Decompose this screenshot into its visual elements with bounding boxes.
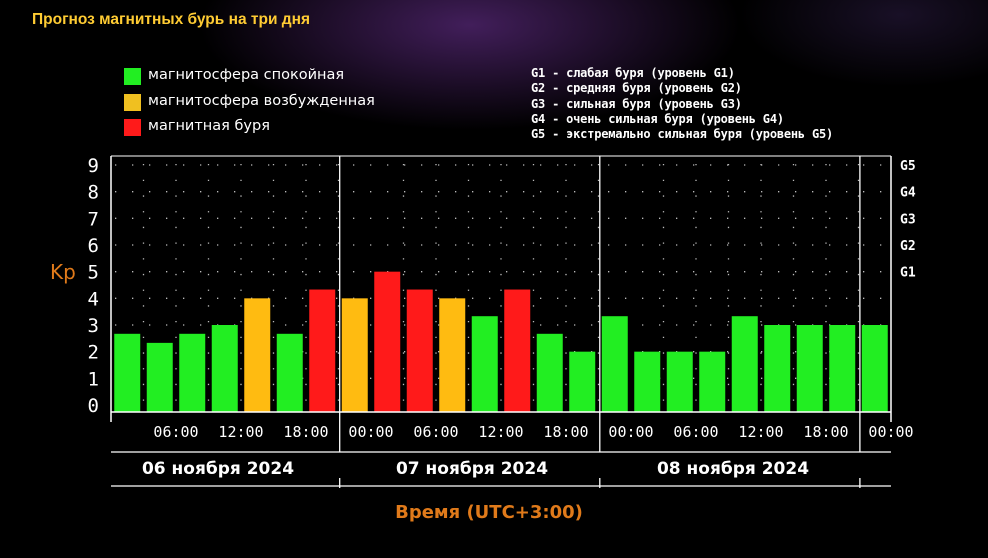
bar (244, 298, 271, 412)
bar (114, 333, 141, 412)
y-tick-label: 4 (88, 288, 99, 310)
y-tick-label: 0 (88, 395, 99, 417)
bar (179, 333, 206, 412)
g-level-legend: G1 - слабая буря (уровень G1) G2 - средн… (531, 66, 833, 142)
bar (601, 316, 628, 412)
day-label: 07 ноября 2024 (396, 459, 548, 479)
page-title: Прогноз магнитных бурь на три дня (32, 11, 311, 28)
y-tick-label: 5 (88, 262, 99, 284)
x-tick-label: 00:00 (608, 423, 653, 441)
legend-swatch-active (124, 94, 141, 111)
chart-bars (114, 271, 888, 412)
x-tick-label: 06:00 (673, 423, 718, 441)
g-level-item-g3: G3 - сильная буря (уровень G3) (531, 96, 742, 111)
chart-labels: 0 1 2 3 4 5 6 7 8 9 G1 G2 G3 G4 G5 06:00 12:00 18:00 00:00… (88, 155, 916, 479)
bar (374, 271, 401, 412)
y-tick-label: 8 (88, 182, 99, 204)
x-tick-label: 12:00 (478, 423, 523, 441)
g-tick-label: G4 (900, 186, 916, 201)
legend-swatch-quiet (124, 68, 141, 85)
g-level-item-g2: G2 - средняя буря (уровень G2) (531, 81, 742, 96)
bar (699, 351, 726, 412)
bar (569, 351, 596, 412)
y-tick-label: 2 (88, 342, 99, 364)
y-axis-label: Kp (50, 260, 76, 284)
day-label: 06 ноября 2024 (142, 459, 294, 479)
chart-axes (110, 155, 892, 488)
x-tick-label: 18:00 (803, 423, 848, 441)
legend-label-quiet: магнитосфера спокойная (148, 67, 345, 83)
y-tick-label: 7 (88, 208, 99, 230)
bar (471, 316, 498, 412)
g-level-item-g4: G4 - очень сильная буря (уровень G4) (531, 111, 784, 126)
chart-grid (115, 164, 891, 412)
x-tick-label: 12:00 (738, 423, 783, 441)
bar (861, 325, 888, 412)
y-tick-label: 3 (88, 315, 99, 337)
x-tick-label: 18:00 (543, 423, 588, 441)
bar (796, 325, 823, 412)
legend-label-active: магнитосфера возбужденная (148, 93, 375, 109)
bar (439, 298, 466, 412)
x-tick-label: 18:00 (283, 423, 328, 441)
x-tick-label: 06:00 (153, 423, 198, 441)
g-tick-label: G3 (900, 212, 916, 227)
g-level-item-g5: G5 - экстремально сильная буря (уровень … (531, 127, 834, 142)
y-tick-label: 1 (88, 368, 99, 390)
g-tick-label: G2 (900, 239, 916, 254)
y-tick-label: 9 (88, 155, 99, 177)
day-label: 08 ноября 2024 (657, 459, 809, 479)
x-tick-label: 06:00 (413, 423, 458, 441)
x-tick-label: 00:00 (348, 423, 393, 441)
bar (211, 325, 238, 412)
bar (276, 333, 303, 412)
bar (309, 289, 336, 412)
bar (829, 325, 856, 412)
y-tick-label: 6 (88, 235, 99, 257)
bar (764, 325, 791, 412)
bar (536, 333, 563, 412)
legend-swatch-storm (124, 119, 141, 136)
x-tick-label: 12:00 (218, 423, 263, 441)
bar (634, 351, 661, 412)
x-axis-label: Время (UTC+3:00) (395, 502, 583, 523)
g-level-item-g1: G1 - слабая буря (уровень G1) (531, 66, 735, 80)
x-tick-label: 00:00 (868, 423, 913, 441)
g-tick-label: G5 (900, 159, 916, 174)
bar (731, 316, 758, 412)
bar (341, 298, 368, 412)
bar (666, 351, 693, 412)
legend-label-storm: магнитная буря (148, 118, 270, 134)
bar (406, 289, 433, 412)
g-tick-label: G1 (900, 266, 916, 281)
bar (504, 289, 531, 412)
bar (146, 342, 173, 412)
